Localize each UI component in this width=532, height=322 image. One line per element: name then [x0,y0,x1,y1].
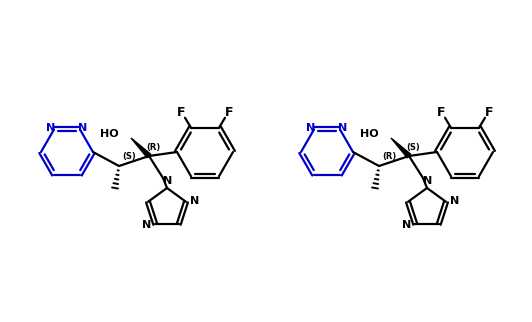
Text: N: N [163,176,172,186]
Text: N: N [423,176,433,186]
Text: N: N [338,123,347,134]
Text: N: N [402,220,411,230]
Text: N: N [306,123,315,134]
Text: N: N [142,220,151,230]
Polygon shape [391,138,411,158]
Text: (R): (R) [382,151,396,160]
Text: (R): (R) [146,143,160,151]
Text: HO: HO [101,129,119,139]
Text: F: F [177,106,185,119]
Text: N: N [78,123,88,134]
Text: N: N [190,196,200,206]
Text: N: N [451,196,460,206]
Text: F: F [485,106,493,119]
Text: N: N [46,123,56,134]
Text: HO: HO [360,129,379,139]
Polygon shape [131,138,151,158]
Text: (S): (S) [406,143,420,151]
Text: F: F [437,106,445,119]
Text: F: F [225,106,233,119]
Text: (S): (S) [122,151,136,160]
